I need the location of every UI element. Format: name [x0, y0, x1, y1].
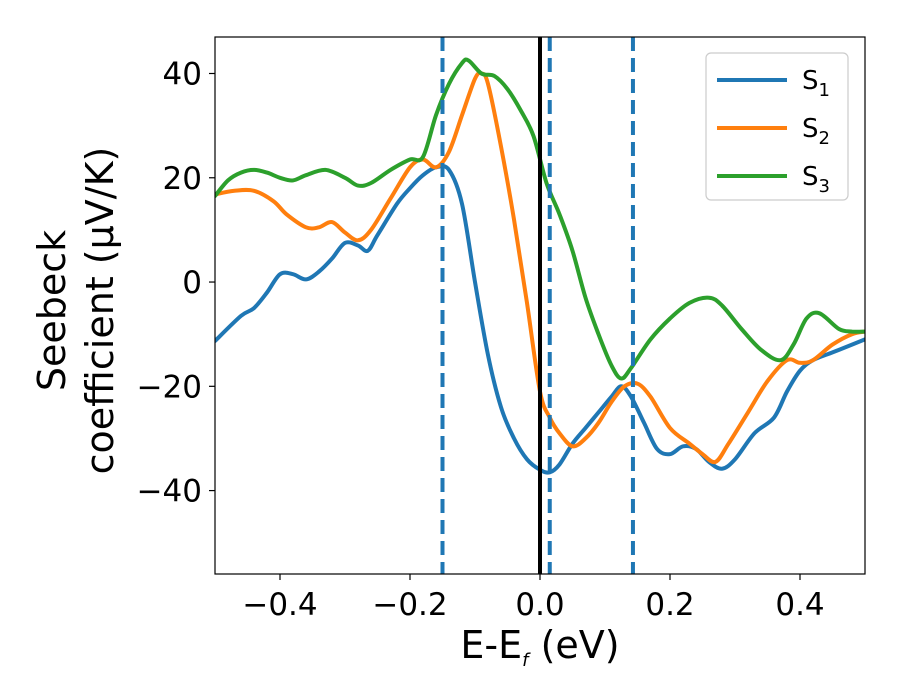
y-axis-label-line2: coefficient (μV/K): [78, 147, 122, 475]
legend-label: S1: [802, 66, 830, 101]
x-axis-label: E-Ef (eV): [460, 623, 619, 671]
y-tick-label: 20: [163, 161, 202, 197]
series-line-s2: [215, 70, 865, 465]
y-axis-ticks: −40 −20 0 20 40: [137, 56, 215, 510]
y-tick-label: −40: [137, 474, 202, 510]
legend: S1 S2 S3: [705, 52, 849, 201]
x-axis-label-sub: f: [522, 650, 531, 671]
x-tick-label: −0.2: [372, 587, 447, 623]
x-axis-label-unit: (eV): [528, 623, 619, 667]
x-axis-label-main: E-E: [460, 623, 522, 667]
reference-lines: [440, 37, 635, 574]
legend-label: S2: [802, 114, 830, 149]
legend-label: S3: [802, 162, 830, 197]
x-tick-label: 0.2: [645, 587, 694, 623]
x-tick-label: −0.4: [242, 587, 317, 623]
y-axis-label-line1: Seebeck: [30, 230, 74, 391]
x-tick-label: 0.0: [515, 587, 564, 623]
x-tick-label: 0.4: [775, 587, 824, 623]
y-tick-label: 40: [163, 56, 202, 92]
y-tick-label: 0: [182, 265, 202, 301]
series-line-s3: [215, 57, 865, 381]
y-tick-label: −20: [137, 369, 202, 405]
x-axis-ticks: −0.4 −0.2 0.0 0.2 0.4: [242, 574, 825, 623]
